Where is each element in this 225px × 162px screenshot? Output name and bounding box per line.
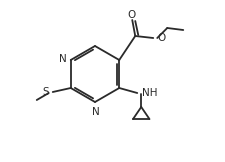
Text: N: N: [92, 107, 100, 117]
Text: S: S: [42, 87, 49, 97]
Text: O: O: [127, 10, 135, 20]
Text: N: N: [59, 54, 67, 64]
Text: NH: NH: [142, 88, 158, 98]
Text: O: O: [157, 33, 166, 43]
